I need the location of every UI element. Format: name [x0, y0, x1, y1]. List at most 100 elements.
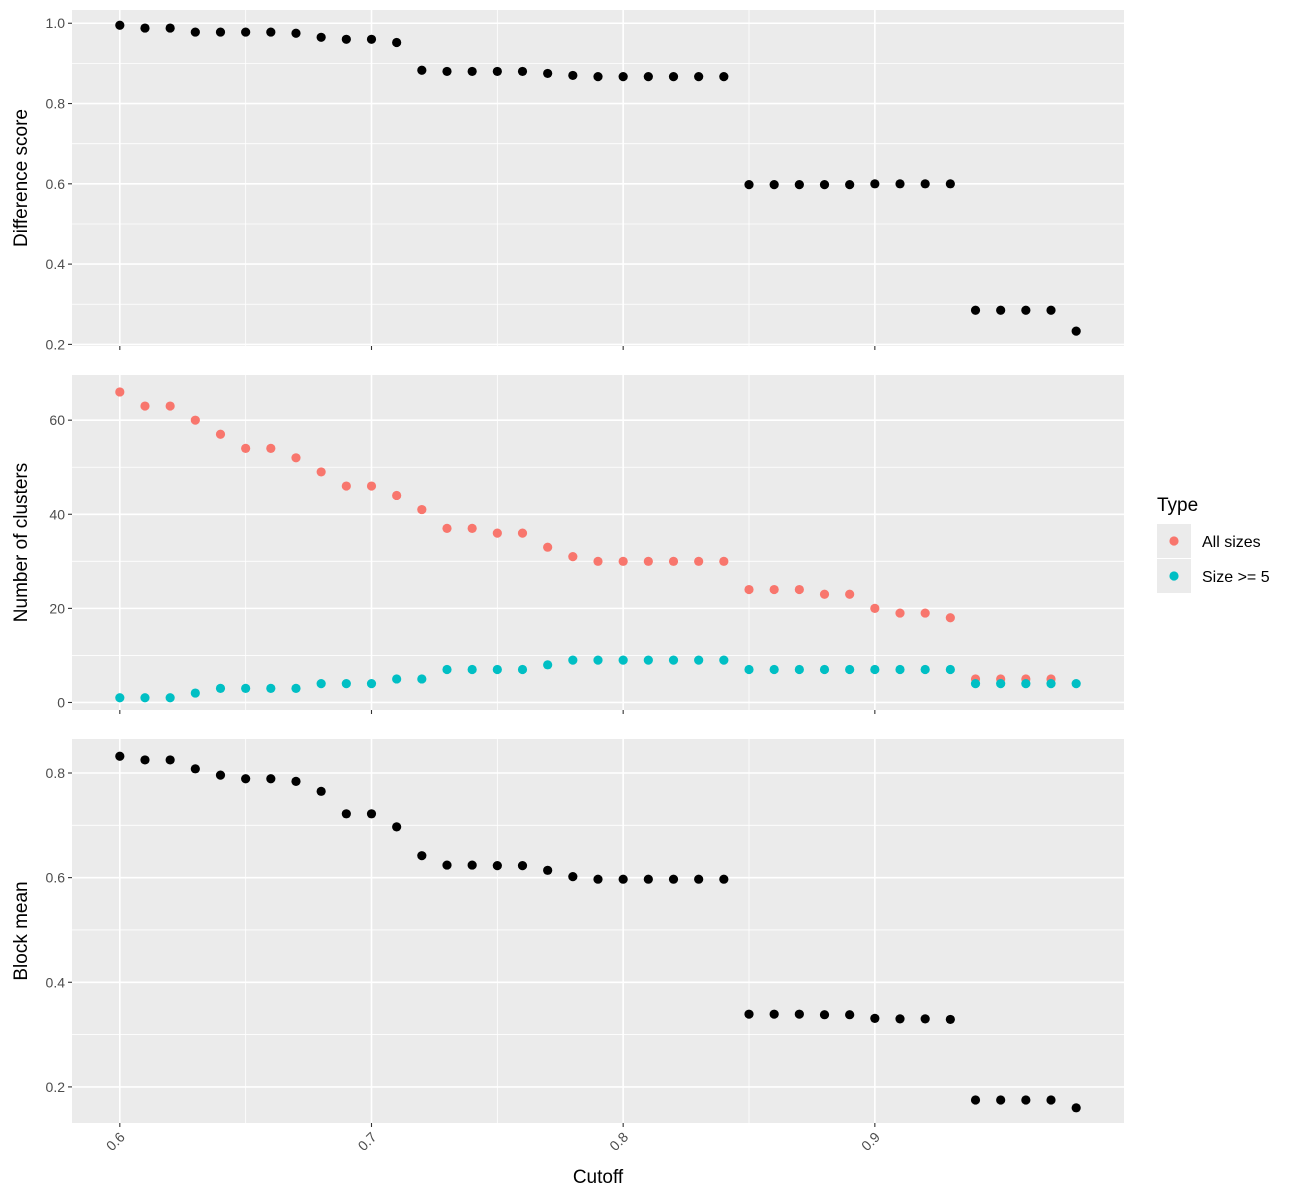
data-point	[1021, 679, 1031, 689]
data-point	[392, 822, 402, 832]
legend-key-point	[1169, 571, 1179, 581]
data-point	[392, 490, 402, 501]
data-point	[819, 1010, 830, 1020]
data-point	[115, 751, 125, 761]
data-point	[291, 683, 301, 693]
data-point	[291, 453, 301, 463]
data-point	[467, 66, 477, 77]
y-tick-label: 0.4	[46, 256, 66, 272]
data-point	[920, 179, 930, 189]
data-point	[140, 693, 150, 703]
data-point	[845, 589, 855, 599]
data-point	[417, 674, 427, 684]
data-point	[719, 556, 729, 566]
legend: Type All sizes Size >= 5	[1157, 495, 1270, 593]
data-point	[668, 556, 679, 566]
data-point	[794, 664, 804, 675]
y-tick-label: 40	[49, 506, 65, 522]
data-point	[392, 674, 402, 684]
data-point	[316, 467, 326, 477]
y-tick-label: 60	[49, 412, 65, 428]
data-point	[870, 664, 880, 675]
data-point	[719, 72, 729, 82]
data-point	[492, 664, 502, 675]
data-point	[467, 523, 477, 533]
data-point	[115, 693, 125, 703]
legend-label: Size >= 5	[1202, 569, 1270, 586]
data-point	[668, 72, 679, 82]
data-point	[442, 664, 452, 675]
panel-background	[72, 375, 1124, 710]
data-point	[366, 34, 377, 44]
data-point	[1071, 679, 1081, 689]
data-point	[618, 556, 628, 566]
data-point	[769, 664, 779, 675]
data-point	[241, 443, 251, 453]
data-point	[341, 809, 351, 819]
data-point	[341, 34, 351, 44]
data-point	[618, 874, 628, 884]
data-point	[467, 664, 477, 675]
data-point	[794, 584, 804, 595]
data-point	[215, 770, 226, 780]
data-point	[140, 755, 150, 765]
data-point	[417, 65, 427, 75]
data-point	[291, 776, 301, 786]
data-point	[190, 764, 200, 774]
data-point	[492, 861, 502, 871]
data-point	[870, 179, 880, 189]
data-point	[190, 27, 200, 37]
data-point	[215, 27, 226, 37]
data-point	[140, 401, 150, 411]
legend-title: Type	[1157, 495, 1198, 516]
data-point	[996, 1095, 1006, 1105]
data-point	[643, 655, 653, 665]
data-point	[920, 1014, 930, 1024]
y-tick-label: 1.0	[46, 15, 66, 31]
series-difference	[115, 20, 1081, 336]
data-point	[517, 528, 528, 538]
x-axis-title: Cutoff	[573, 1167, 624, 1188]
data-point	[1021, 305, 1031, 315]
data-point	[694, 72, 704, 82]
data-point	[643, 72, 653, 82]
data-point	[266, 774, 276, 784]
data-point	[543, 660, 553, 670]
data-point	[870, 1013, 880, 1023]
data-point	[794, 180, 804, 190]
data-point	[115, 20, 125, 30]
data-point	[543, 68, 553, 79]
data-point	[1021, 1095, 1031, 1105]
data-point	[769, 180, 779, 190]
data-point	[744, 1009, 754, 1019]
data-point	[1046, 1095, 1056, 1105]
legend-key-point	[1169, 536, 1179, 546]
y-axis-title: Difference score	[11, 109, 32, 247]
y-axis-title: Block mean	[11, 881, 32, 980]
data-point	[492, 528, 502, 538]
data-point	[517, 66, 528, 77]
data-point	[316, 32, 326, 42]
data-point	[945, 179, 955, 189]
data-point	[618, 655, 628, 665]
data-point	[467, 860, 477, 870]
data-point	[190, 415, 200, 425]
data-point	[417, 504, 427, 515]
data-point	[719, 655, 729, 665]
data-point	[593, 655, 603, 665]
panel-block: 0.2 0.4 0.6 0.8 Block mean	[11, 739, 1124, 1127]
data-point	[643, 556, 653, 566]
data-point	[593, 556, 603, 566]
data-point	[190, 688, 200, 698]
x-tick-label: 0.8	[606, 1129, 631, 1154]
data-point	[996, 305, 1006, 315]
data-point	[543, 542, 553, 552]
data-point	[1046, 679, 1056, 689]
data-point	[694, 655, 704, 665]
data-point	[769, 584, 779, 595]
data-point	[1071, 1103, 1081, 1113]
data-point	[970, 1095, 981, 1105]
y-tick-label: 0.2	[46, 336, 66, 352]
data-point	[165, 693, 175, 703]
